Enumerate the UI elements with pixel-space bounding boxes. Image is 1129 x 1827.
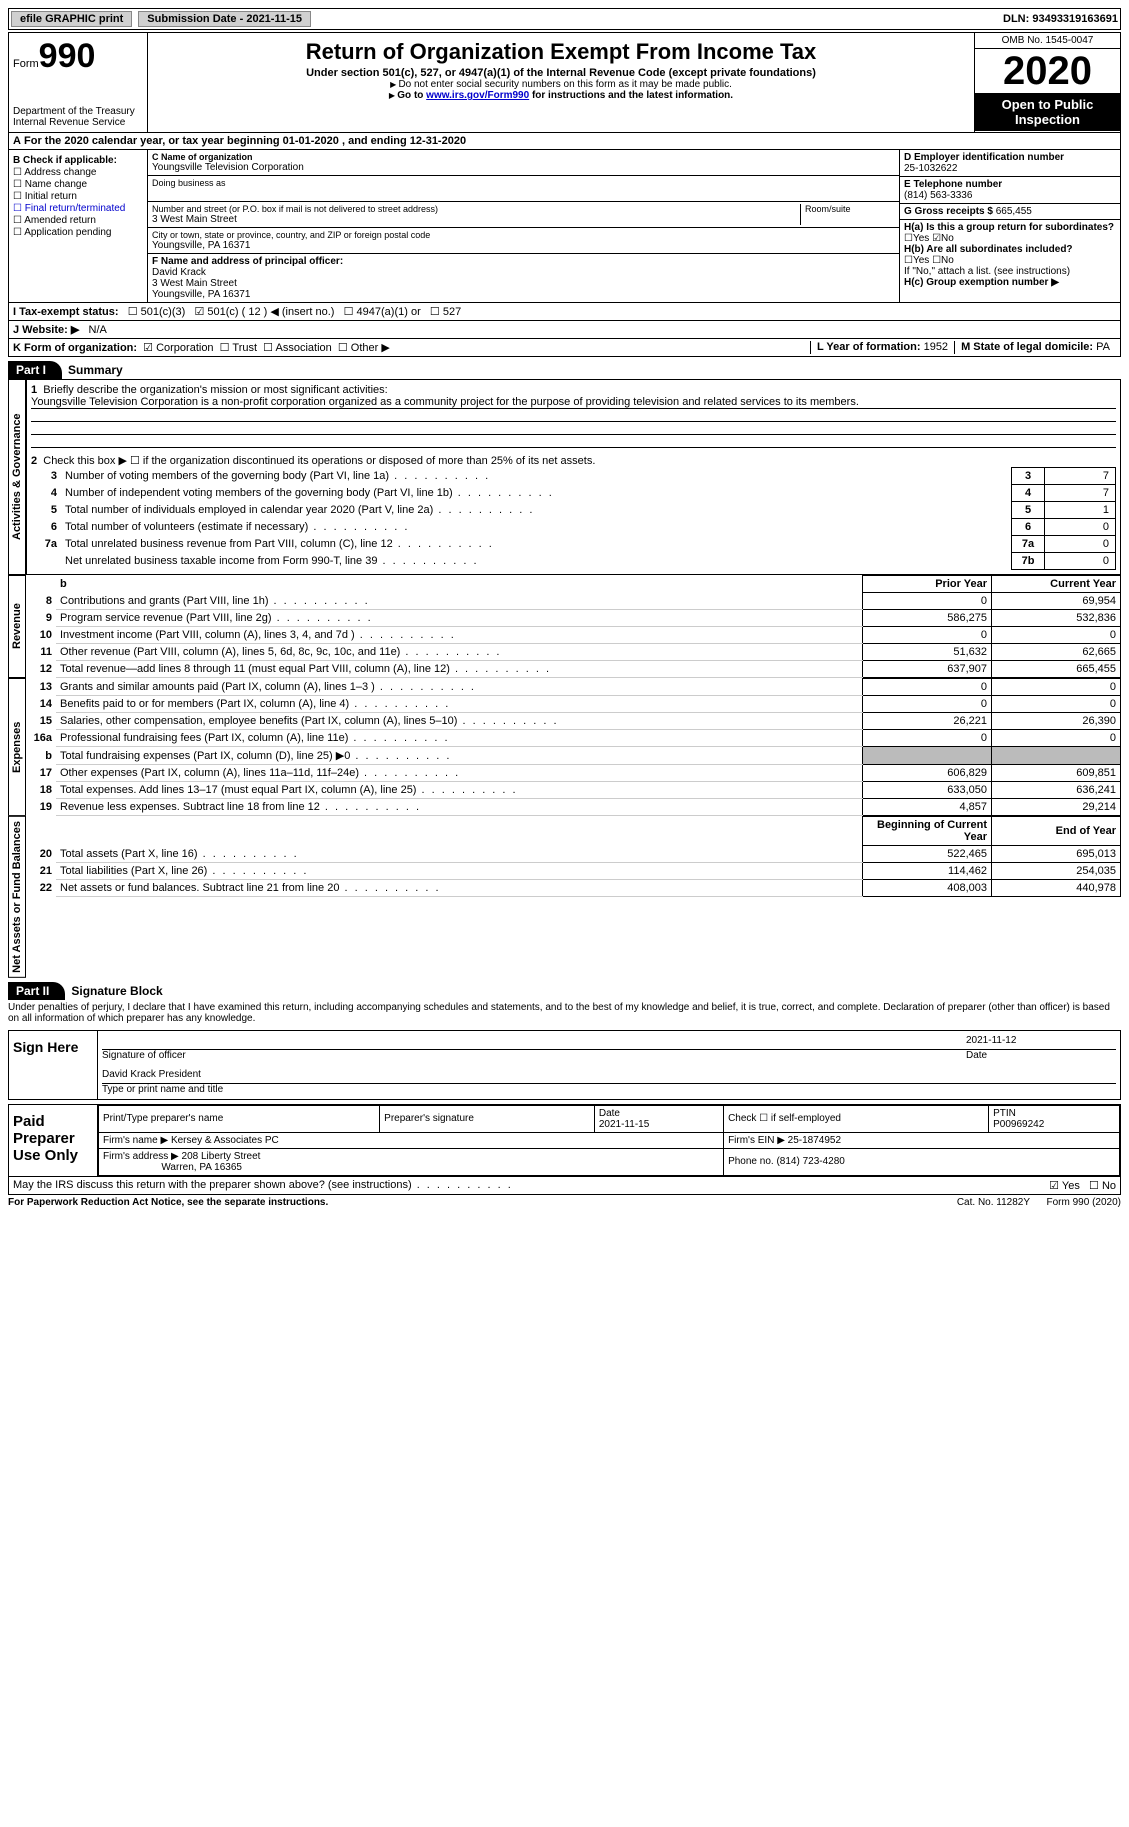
officer-addr1: 3 West Main Street <box>152 278 895 289</box>
part1-header: Part I Summary <box>8 361 1121 379</box>
ptin: P00969242 <box>993 1119 1044 1130</box>
officer-addr2: Youngsville, PA 16371 <box>152 289 895 300</box>
top-bar: efile GRAPHIC print Submission Date - 20… <box>8 8 1121 30</box>
expenses-table: 13Grants and similar amounts paid (Part … <box>26 678 1121 816</box>
col-c: C Name of organization Youngsville Telev… <box>148 150 899 302</box>
form-word: Form <box>13 58 39 70</box>
row-i: I Tax-exempt status: ☐ 501(c)(3) ☑ 501(c… <box>8 303 1121 321</box>
header-mid: Return of Organization Exempt From Incom… <box>148 33 974 132</box>
firm-addr2: Warren, PA 16365 <box>161 1162 242 1173</box>
discuss-row: May the IRS discuss this return with the… <box>8 1177 1121 1195</box>
chk-initial-return[interactable]: Initial return <box>13 191 143 202</box>
paid-preparer-block: Paid Preparer Use Only Print/Type prepar… <box>8 1104 1121 1177</box>
ein: 25-1032622 <box>904 163 1116 174</box>
chk-amended[interactable]: Amended return <box>13 215 143 226</box>
irs-link[interactable]: www.irs.gov/Form990 <box>426 90 529 101</box>
gross-receipts: 665,455 <box>996 206 1032 217</box>
side-net-assets: Net Assets or Fund Balances <box>8 816 26 978</box>
header-left: Form990 Department of the Treasury Inter… <box>9 33 148 132</box>
form-title: Return of Organization Exempt From Incom… <box>152 39 970 65</box>
website: N/A <box>89 324 107 336</box>
org-name: Youngsville Television Corporation <box>152 162 895 173</box>
form-subtitle: Under section 501(c), 527, or 4947(a)(1)… <box>152 67 970 79</box>
officer-name-title: David Krack President <box>102 1069 1116 1083</box>
submission-date-value: 2021-11-15 <box>246 13 302 25</box>
mission-text: Youngsville Television Corporation is a … <box>31 396 1116 409</box>
prep-date: 2021-11-15 <box>599 1119 649 1130</box>
perjury-declaration: Under penalties of perjury, I declare th… <box>8 1000 1121 1026</box>
efile-button[interactable]: efile GRAPHIC print <box>11 11 132 27</box>
form-number: 990 <box>39 37 96 75</box>
chk-final-return[interactable]: Final return/terminated <box>13 203 143 214</box>
col-degh: D Employer identification number 25-1032… <box>899 150 1120 302</box>
col-b: B Check if applicable: Address change Na… <box>9 150 148 302</box>
net-assets-table: Beginning of Current YearEnd of Year 20T… <box>26 816 1121 897</box>
officer-name: David Krack <box>152 267 895 278</box>
dept-treasury: Department of the Treasury <box>13 106 143 117</box>
sig-date: 2021-11-12 <box>966 1035 1116 1049</box>
firm-phone: (814) 723-4280 <box>776 1156 844 1167</box>
dba-label: Doing business as <box>152 178 895 188</box>
tax-year: 2020 <box>975 49 1120 93</box>
submission-date-button[interactable]: Submission Date - 2021-11-15 <box>138 11 311 27</box>
header-right: OMB No. 1545-0047 2020 Open to Public In… <box>974 33 1120 132</box>
city-state-zip: Youngsville, PA 16371 <box>152 240 895 251</box>
open-to-public: Open to Public Inspection <box>975 93 1120 131</box>
side-governance: Activities & Governance <box>8 379 26 575</box>
governance-table: 3Number of voting members of the governi… <box>31 467 1116 570</box>
note-ssn: Do not enter social security numbers on … <box>398 79 731 90</box>
phone: (814) 563-3336 <box>904 190 1116 201</box>
row-klm: K Form of organization: ☑ Corporation ☐ … <box>8 339 1121 357</box>
street-address: 3 West Main Street <box>152 214 800 225</box>
chk-address-change[interactable]: Address change <box>13 167 143 178</box>
revenue-table: bPrior YearCurrent Year 8Contributions a… <box>26 575 1121 678</box>
omb-number: OMB No. 1545-0047 <box>975 33 1120 49</box>
form-header: Form990 Department of the Treasury Inter… <box>8 32 1121 133</box>
side-revenue: Revenue <box>8 575 26 678</box>
submission-date-label: Submission Date - <box>147 13 246 25</box>
row-j: J Website: ▶ N/A <box>8 321 1121 339</box>
footer: For Paperwork Reduction Act Notice, see … <box>8 1197 1121 1208</box>
chk-name-change[interactable]: Name change <box>13 179 143 190</box>
block-b-h: B Check if applicable: Address change Na… <box>8 150 1121 303</box>
part2-header: Part II Signature Block <box>8 982 1121 1000</box>
firm-addr1: 208 Liberty Street <box>182 1151 261 1162</box>
firm-name: Kersey & Associates PC <box>171 1135 279 1146</box>
sign-here-block: Sign Here 2021-11-12 Signature of office… <box>8 1030 1121 1100</box>
chk-application-pending[interactable]: Application pending <box>13 227 143 238</box>
part1-governance: 1 Briefly describe the organization's mi… <box>26 379 1121 575</box>
firm-ein: 25-1874952 <box>788 1135 841 1146</box>
line-a: A For the 2020 calendar year, or tax yea… <box>8 133 1121 150</box>
dln: DLN: 93493319163691 <box>1003 13 1118 25</box>
irs-label: Internal Revenue Service <box>13 117 143 128</box>
side-expenses: Expenses <box>8 678 26 816</box>
